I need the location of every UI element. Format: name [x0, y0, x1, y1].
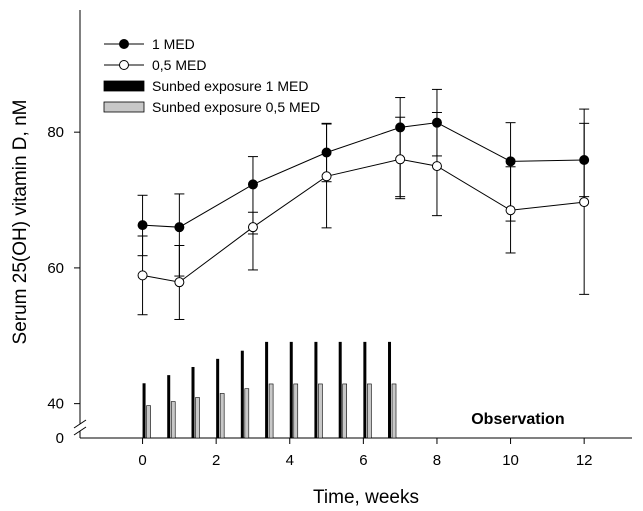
point-05med [579, 197, 590, 208]
y-tick-label-break: 0 [56, 430, 64, 447]
sunbed-bar-1med [314, 341, 318, 438]
point-05med [321, 171, 332, 182]
sunbed-bar-05med [244, 388, 250, 439]
sunbed-bar-1med [142, 383, 146, 438]
y-axis-title: Serum 25(OH) vitamin D, nM [10, 100, 31, 345]
sunbed-bar-05med [391, 383, 397, 439]
x-tick-label: 0 [138, 452, 146, 469]
point-1med [505, 156, 516, 167]
point-1med [174, 222, 185, 233]
x-tick-label: 12 [576, 452, 593, 469]
sunbed-bar-1med [363, 341, 367, 438]
y-tick-label: 80 [47, 124, 64, 141]
x-axis-title: Time, weeks [313, 487, 419, 508]
sunbed-bar-1med [388, 341, 392, 438]
sunbed-bar-05med [146, 405, 151, 439]
series-line-2 [142, 158, 585, 283]
legend-swatch-bar [103, 80, 145, 92]
point-05med [431, 161, 442, 172]
sunbed-bar-05med [342, 383, 348, 439]
sunbed-bars [142, 341, 397, 439]
legend-swatch-bar [103, 101, 145, 113]
series-line-1 [142, 122, 585, 228]
sunbed-bar-05med [367, 383, 372, 439]
sunbed-bar-05med [195, 397, 200, 439]
point-05med [247, 222, 258, 233]
x-tick-label: 6 [359, 452, 367, 469]
sunbed-bar-1med [338, 341, 342, 438]
legend-label: 1 MED [152, 36, 195, 52]
x-ticks: 0 2 4 6 8 10 12 [138, 438, 593, 469]
data-series [137, 88, 590, 320]
y-ticks: 40 60 80 [47, 124, 80, 413]
annotations: Observation [471, 411, 564, 428]
sunbed-bar-05med [268, 383, 274, 439]
x-tick-label: 4 [286, 452, 294, 469]
y-axis-break-mark [73, 419, 87, 429]
x-tick-label: 8 [433, 452, 441, 469]
sunbed-bar-05med [293, 383, 299, 439]
point-05med [137, 270, 148, 281]
point-05med [395, 154, 406, 165]
axes: 0 2 4 6 8 10 12 40 60 80 0 Time, weeks Serum 25(… [10, 10, 632, 508]
x-tick-label: 10 [502, 452, 519, 469]
sunbed-bar-1med [191, 366, 195, 438]
sunbed-bar-1med [289, 341, 293, 438]
sunbed-bar-05med [170, 401, 176, 439]
y-axis-break-mark [73, 426, 87, 436]
point-05med [174, 277, 185, 288]
annotation-observation: Observation [471, 411, 564, 428]
legend-label: 0,5 MED [152, 57, 206, 73]
point-1med [247, 179, 258, 190]
point-1med [137, 220, 148, 231]
sunbed-bar-1med [265, 341, 269, 438]
sunbed-bar-1med [216, 358, 220, 438]
legend: 1 MED 0,5 MED Sunbed exposure 1 MED Sunbed … [103, 36, 320, 115]
x-tick-label: 2 [212, 452, 220, 469]
point-05med [505, 205, 516, 216]
legend-swatch-marker [119, 60, 129, 70]
y-tick-label: 40 [47, 396, 64, 413]
sunbed-bar-1med [240, 350, 244, 438]
sunbed-bar-1med [167, 375, 171, 438]
legend-label: Sunbed exposure 1 MED [152, 78, 308, 94]
legend-label: Sunbed exposure 0,5 MED [152, 99, 320, 115]
sunbed-bar-05med [219, 393, 225, 439]
y-tick-label: 60 [47, 260, 64, 277]
legend-swatch-marker [119, 39, 129, 49]
sunbed-bar-05med [318, 383, 323, 439]
